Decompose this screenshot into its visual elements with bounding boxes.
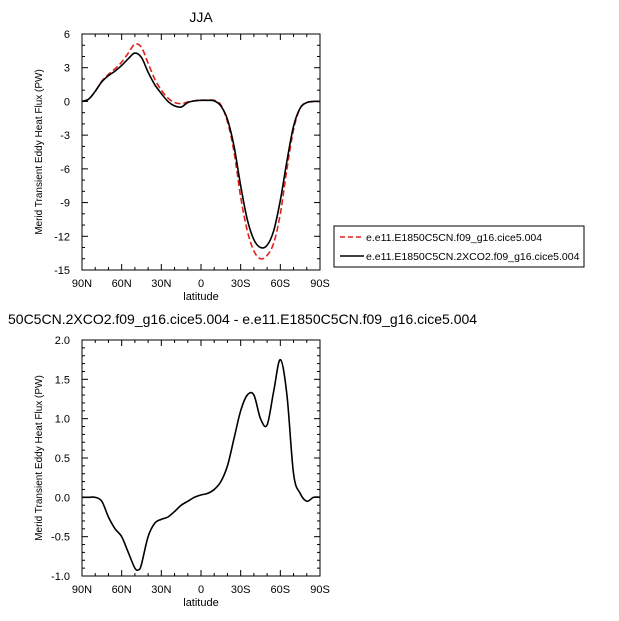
y-tick-label: 6 [64, 29, 70, 41]
y-tick-label: 1.0 [55, 414, 70, 426]
legend-entry-2: e.e11.E1850C5CN.2XCO2.f09_g16.cice5.004 [366, 251, 580, 263]
x-tick-label: 90N [72, 584, 92, 596]
y-tick-label: -12 [54, 231, 70, 243]
x-tick-label: 60N [112, 584, 132, 596]
series-line-1-2 [82, 52, 320, 249]
x-tick-label: 90N [72, 278, 92, 290]
y-tick-label: -15 [54, 265, 70, 277]
legend-entry-1: e.e11.E1850C5CN.f09_g16.cice5.004 [366, 232, 542, 244]
x-tick-label: 30S [231, 584, 251, 596]
y-tick-label: 0.0 [55, 492, 70, 504]
series-line-2-1 [82, 358, 320, 572]
y-tick-label: 1.5 [55, 374, 70, 386]
x-axis-label-2: latitude [183, 597, 218, 609]
y-tick-label: 3 [64, 63, 70, 75]
y-tick-label: 2.0 [55, 335, 70, 347]
y-tick-label: 0.5 [55, 453, 70, 465]
x-tick-label: 90S [310, 584, 330, 596]
y-axis-label-2: Merid Transient Eddy Heat Flux (PW) [34, 375, 45, 541]
x-tick-label: 60S [271, 278, 291, 290]
x-axis-label-1: latitude [183, 291, 218, 303]
legend-box [333, 225, 585, 268]
chart-title-1: JJA [189, 9, 213, 25]
y-tick-label: 0 [64, 96, 70, 108]
x-tick-label: 60N [112, 278, 132, 290]
chart-title-2: 50C5CN.2XCO2.f09_g16.cice5.004 - e.e11.E… [8, 311, 477, 327]
y-tick-label: -3 [60, 130, 70, 142]
x-tick-label: 0 [198, 278, 204, 290]
x-tick-label: 30N [151, 278, 171, 290]
y-tick-label: -0.5 [51, 532, 70, 544]
y-tick-label: -9 [60, 198, 70, 210]
x-tick-label: 90S [310, 278, 330, 290]
x-tick-label: 30N [151, 584, 171, 596]
x-tick-label: 30S [231, 278, 251, 290]
y-axis-label-1: Merid Transient Eddy Heat Flux (PW) [34, 69, 45, 235]
x-tick-label: 0 [198, 584, 204, 596]
x-tick-label: 60S [271, 584, 291, 596]
series-line-1-1 [82, 42, 320, 260]
y-tick-label: -1.0 [51, 571, 70, 583]
y-tick-label: -6 [60, 164, 70, 176]
